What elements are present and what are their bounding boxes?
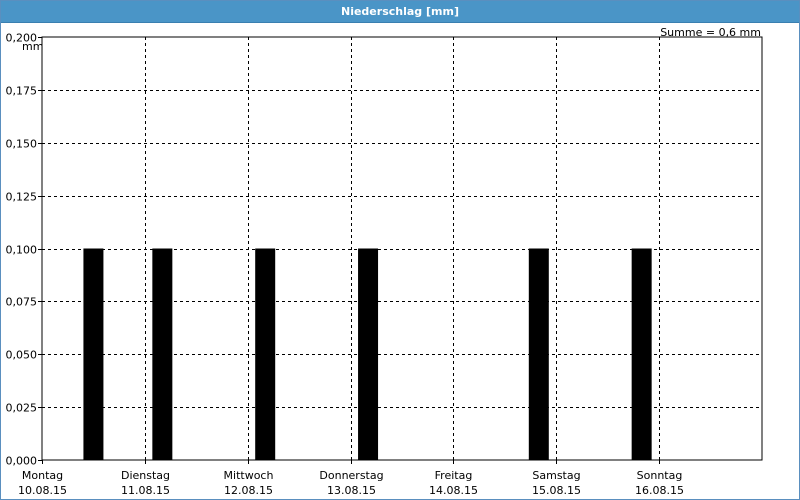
x-tick-day-label: Donnerstag <box>319 469 383 482</box>
x-tick-day-label: Samstag <box>532 469 580 482</box>
x-tick-day-label: Freitag <box>435 469 473 482</box>
x-tick-date-label: 15.08.15 <box>532 484 581 497</box>
plot-area <box>41 36 763 461</box>
x-tick-date-label: 12.08.15 <box>224 484 273 497</box>
window-title: Niederschlag [mm] <box>1 1 799 23</box>
precip-bar <box>83 248 104 460</box>
x-tick-date-label: 11.08.15 <box>121 484 170 497</box>
y-axis-label: mm <box>22 40 43 53</box>
y-tick-label: 0,125 <box>6 191 38 204</box>
y-tick-label: 0,175 <box>6 85 38 98</box>
y-tick-label: 0,150 <box>6 138 38 151</box>
x-tick-day-label: Mittwoch <box>224 469 274 482</box>
x-tick-day-label: Sonntag <box>637 469 683 482</box>
sum-annotation: Summe = 0,6 mm <box>660 26 761 39</box>
precip-bar <box>152 248 173 460</box>
x-tick-date-label: 13.08.15 <box>327 484 376 497</box>
y-tick-label: 0,050 <box>6 349 38 362</box>
x-tick-day-label: Dienstag <box>121 469 170 482</box>
precip-bar <box>255 248 276 460</box>
y-tick-label: 0,000 <box>6 455 38 468</box>
x-tick-date-label: 16.08.15 <box>635 484 684 497</box>
y-tick-label: 0,075 <box>6 296 38 309</box>
x-tick-date-label: 14.08.15 <box>429 484 478 497</box>
precip-bar <box>358 248 379 460</box>
x-tick-date-label: 10.08.15 <box>18 484 67 497</box>
y-tick-label: 0,200 <box>6 32 38 45</box>
y-tick-label: 0,100 <box>6 244 38 257</box>
x-tick-day-label: Montag <box>22 469 63 482</box>
y-tick-label: 0,025 <box>6 402 38 415</box>
precip-bar <box>528 248 549 460</box>
precip-bar <box>631 248 652 460</box>
